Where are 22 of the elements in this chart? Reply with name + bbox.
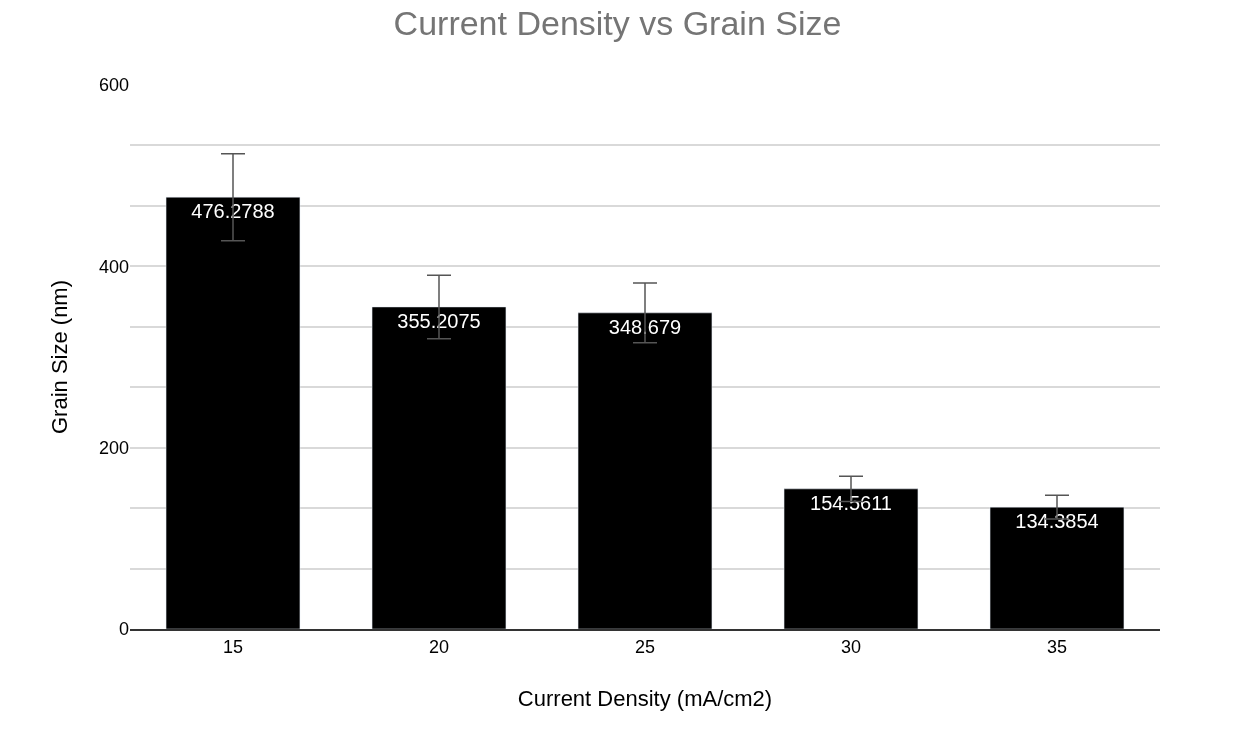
bar [165, 196, 301, 629]
x-tick-label: 15 [222, 636, 244, 657]
data-label: 134.3854 [1015, 510, 1099, 533]
bar [989, 506, 1125, 629]
y-tick-label: 600 [98, 75, 129, 96]
bar [371, 306, 507, 629]
bar [783, 488, 919, 629]
y-axis-title: Grain Size (nm) [46, 279, 72, 435]
data-label: 348.679 [608, 315, 682, 338]
y-tick-label: 400 [98, 256, 129, 277]
x-tick-label: 30 [840, 636, 862, 657]
chart-title: Current Density vs Grain Size [393, 3, 842, 42]
y-tick-label: 200 [98, 437, 129, 458]
x-axis-title: Current Density (mA/cm2) [517, 686, 773, 711]
data-label: 476.2788 [191, 200, 275, 223]
x-tick-label: 35 [1046, 636, 1068, 657]
y-tick-label: 0 [118, 619, 129, 640]
x-tick-label: 25 [634, 636, 656, 657]
data-label: 355.2075 [397, 309, 481, 332]
data-label: 154.5611 [810, 491, 892, 514]
x-tick-label: 20 [428, 636, 450, 657]
bar [577, 312, 713, 629]
